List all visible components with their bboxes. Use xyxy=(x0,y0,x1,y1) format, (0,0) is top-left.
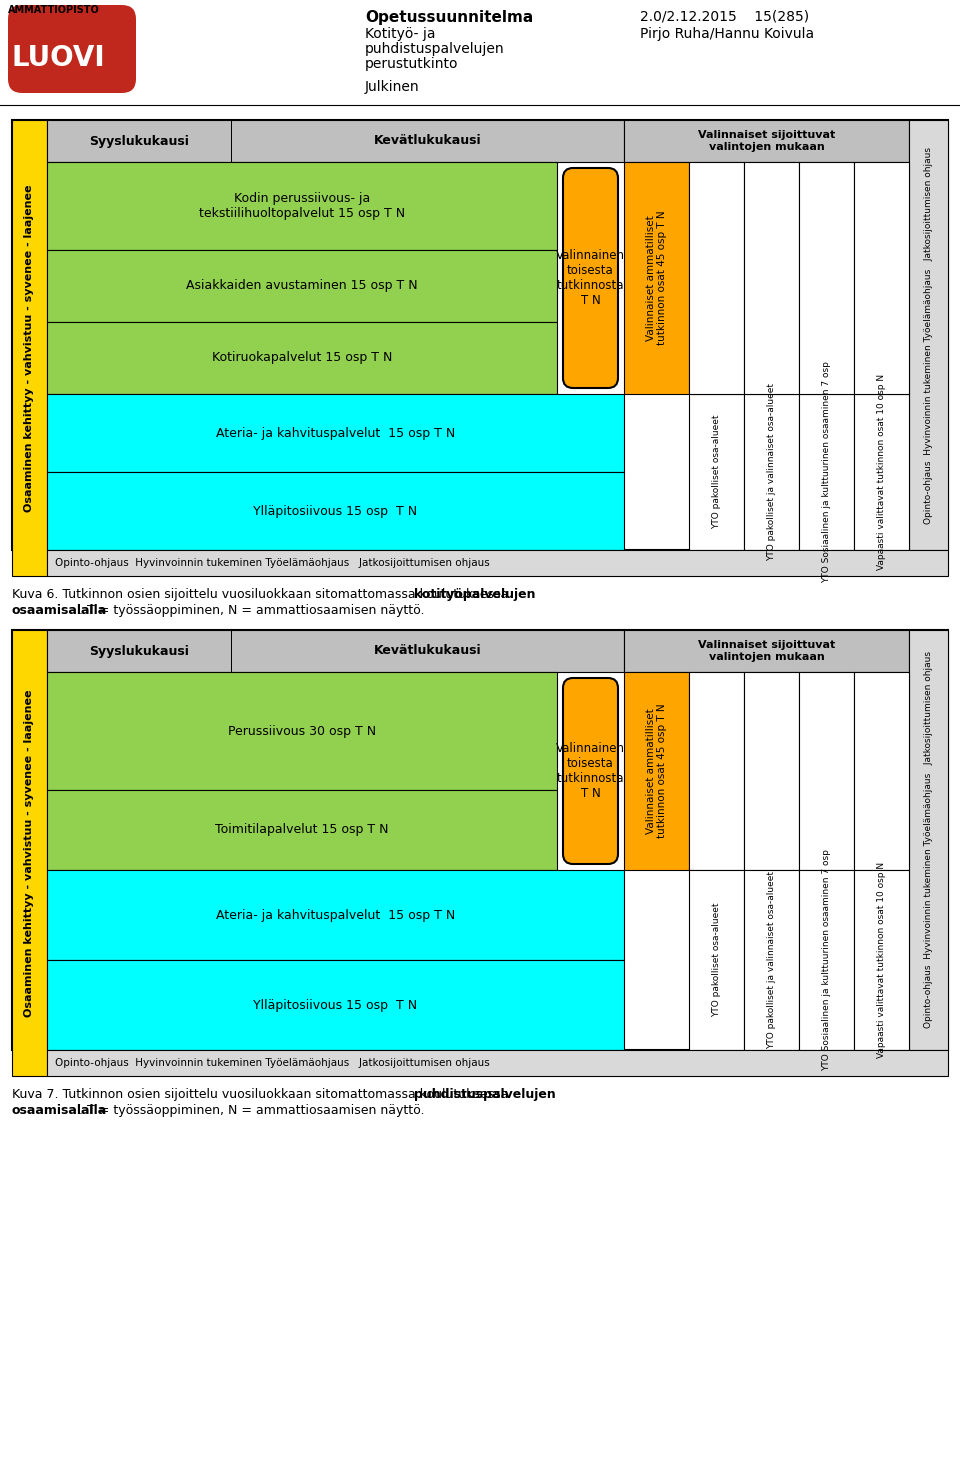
Bar xyxy=(909,630,948,1050)
Text: perustutkinto: perustutkinto xyxy=(365,58,459,71)
Bar xyxy=(12,630,47,1077)
Text: kotityöpalvelujen: kotityöpalvelujen xyxy=(414,589,536,600)
Bar xyxy=(799,393,854,550)
Bar xyxy=(47,550,948,575)
Text: Pirjo Ruha/Hannu Koivula: Pirjo Ruha/Hannu Koivula xyxy=(640,27,814,41)
Bar xyxy=(854,870,909,1050)
Text: Perussiivous 30 osp T N: Perussiivous 30 osp T N xyxy=(228,725,376,738)
Text: Kotityö- ja: Kotityö- ja xyxy=(365,27,436,41)
Text: . T = työssäoppiminen, N = ammattiosaamisen näyttö.: . T = työssäoppiminen, N = ammattiosaami… xyxy=(79,1103,424,1117)
Bar xyxy=(799,163,854,393)
Bar xyxy=(47,163,557,250)
Text: Kotiruokapalvelut 15 osp T N: Kotiruokapalvelut 15 osp T N xyxy=(212,352,393,364)
Bar xyxy=(47,322,557,393)
Text: YTO pakolliset osa-alueet: YTO pakolliset osa-alueet xyxy=(712,902,721,1018)
Bar xyxy=(744,393,799,550)
Bar xyxy=(854,671,909,870)
Bar xyxy=(689,671,744,870)
Bar xyxy=(799,671,854,870)
Text: Valinnainen
toisesta
tutkinnosta
T N: Valinnainen toisesta tutkinnosta T N xyxy=(556,248,625,308)
Text: Valinnaiset ammatilliset
tutkinnon osat 45 osp T N: Valinnaiset ammatilliset tutkinnon osat … xyxy=(646,704,667,839)
Text: Valinnaiset sijoittuvat
valintojen mukaan: Valinnaiset sijoittuvat valintojen mukaa… xyxy=(698,640,835,661)
Text: Valinnainen
toisesta
tutkinnosta
T N: Valinnainen toisesta tutkinnosta T N xyxy=(556,742,625,800)
Text: YTO Sosiaalinen ja kulttuurinen osaaminen 7 osp: YTO Sosiaalinen ja kulttuurinen osaamine… xyxy=(822,849,831,1071)
Bar xyxy=(854,163,909,393)
Bar xyxy=(12,630,948,1050)
Text: Asiakkaiden avustaminen 15 osp T N: Asiakkaiden avustaminen 15 osp T N xyxy=(186,280,418,293)
Text: YTO pakolliset ja valinnaiset osa-alueet: YTO pakolliset ja valinnaiset osa-alueet xyxy=(767,383,776,561)
Bar xyxy=(689,393,744,550)
Bar xyxy=(624,671,689,870)
Text: 2.0/2.12.2015    15(285): 2.0/2.12.2015 15(285) xyxy=(640,10,809,24)
Bar xyxy=(624,120,909,163)
FancyBboxPatch shape xyxy=(563,169,618,387)
Bar xyxy=(12,120,47,575)
Bar xyxy=(744,671,799,870)
Text: Ylläpitosiivous 15 osp  T N: Ylläpitosiivous 15 osp T N xyxy=(253,998,418,1012)
Bar xyxy=(47,250,557,322)
Text: Valinnaiset ammatilliset
tutkinnon osat 45 osp T N: Valinnaiset ammatilliset tutkinnon osat … xyxy=(646,210,667,345)
Text: Syyslukukausi: Syyslukukausi xyxy=(89,135,189,148)
Text: LUOVI: LUOVI xyxy=(12,44,105,72)
Text: osaamisalalla: osaamisalalla xyxy=(12,1103,108,1117)
Text: AMMATTIOPISTO: AMMATTIOPISTO xyxy=(8,4,100,15)
Bar xyxy=(47,393,624,472)
Bar xyxy=(47,790,557,870)
Text: Osaaminen kehittyy - vahvistuu - syvenee - laajenee: Osaaminen kehittyy - vahvistuu - syvenee… xyxy=(25,185,35,512)
Text: Ylläpitosiivous 15 osp  T N: Ylläpitosiivous 15 osp T N xyxy=(253,504,418,518)
Bar xyxy=(744,163,799,393)
Text: Osaaminen kehittyy - vahvistuu - syvenee - laajenee: Osaaminen kehittyy - vahvistuu - syvenee… xyxy=(25,689,35,1016)
Bar xyxy=(231,630,232,671)
Text: Kuva 7. Tutkinnon osien sijoittelu vuosiluokkaan sitomattomassa koulutuksessa: Kuva 7. Tutkinnon osien sijoittelu vuosi… xyxy=(12,1089,513,1100)
Text: . T = työssäoppiminen, N = ammattiosaamisen näyttö.: . T = työssäoppiminen, N = ammattiosaami… xyxy=(79,603,424,617)
Text: Vapaasti valittavat tutkinnon osat 10 osp N: Vapaasti valittavat tutkinnon osat 10 os… xyxy=(877,374,886,569)
Bar xyxy=(231,120,232,163)
Bar xyxy=(12,120,948,550)
Bar xyxy=(47,630,624,671)
Text: Ateria- ja kahvituspalvelut  15 osp T N: Ateria- ja kahvituspalvelut 15 osp T N xyxy=(216,908,455,921)
Text: YTO pakolliset osa-alueet: YTO pakolliset osa-alueet xyxy=(712,414,721,529)
Bar xyxy=(854,393,909,550)
FancyBboxPatch shape xyxy=(8,4,136,93)
Bar xyxy=(47,1050,948,1077)
Text: Julkinen: Julkinen xyxy=(365,80,420,95)
Bar xyxy=(799,870,854,1050)
Text: Kevätlukukausi: Kevätlukukausi xyxy=(373,135,481,148)
Bar xyxy=(47,472,624,550)
Text: Vapaasti valittavat tutkinnon osat 10 osp N: Vapaasti valittavat tutkinnon osat 10 os… xyxy=(877,862,886,1057)
Text: Opinto-ohjaus  Hyvinvoinnin tukeminen Työelämäohjaus   Jatkosijoittumisen ohjaus: Opinto-ohjaus Hyvinvoinnin tukeminen Työ… xyxy=(55,558,490,568)
Text: Kevätlukukausi: Kevätlukukausi xyxy=(373,645,481,658)
Bar xyxy=(689,163,744,393)
Text: Opinto-ohjaus  Hyvinvoinnin tukeminen Työelämäohjaus   Jatkosijoittumisen ohjaus: Opinto-ohjaus Hyvinvoinnin tukeminen Työ… xyxy=(924,146,933,524)
Bar xyxy=(47,120,624,163)
Text: Syyslukukausi: Syyslukukausi xyxy=(89,645,189,658)
Bar xyxy=(47,960,624,1050)
Text: Opetussuunnitelma: Opetussuunnitelma xyxy=(365,10,533,25)
Bar xyxy=(909,120,948,550)
Text: Ateria- ja kahvituspalvelut  15 osp T N: Ateria- ja kahvituspalvelut 15 osp T N xyxy=(216,426,455,439)
Text: osaamisalalla: osaamisalalla xyxy=(12,603,108,617)
FancyBboxPatch shape xyxy=(563,677,618,864)
Bar xyxy=(689,870,744,1050)
Text: Opinto-ohjaus  Hyvinvoinnin tukeminen Työelämäohjaus   Jatkosijoittumisen ohjaus: Opinto-ohjaus Hyvinvoinnin tukeminen Työ… xyxy=(55,1057,490,1068)
Text: YTO Sosiaalinen ja kulttuurinen osaaminen 7 osp: YTO Sosiaalinen ja kulttuurinen osaamine… xyxy=(822,361,831,583)
Bar xyxy=(624,163,689,393)
Text: Toimitilapalvelut 15 osp T N: Toimitilapalvelut 15 osp T N xyxy=(215,824,389,837)
Bar xyxy=(744,870,799,1050)
Text: Kodin perussiivous- ja
tekstiilihuoltopalvelut 15 osp T N: Kodin perussiivous- ja tekstiilihuoltopa… xyxy=(199,192,405,220)
Text: YTO pakolliset ja valinnaiset osa-alueet: YTO pakolliset ja valinnaiset osa-alueet xyxy=(767,871,776,1049)
Bar xyxy=(47,671,557,790)
Text: puhdistuspalvelujen: puhdistuspalvelujen xyxy=(365,41,505,56)
Text: Kuva 6. Tutkinnon osien sijoittelu vuosiluokkaan sitomattomassa koulutuksessa: Kuva 6. Tutkinnon osien sijoittelu vuosi… xyxy=(12,589,513,600)
Text: Valinnaiset sijoittuvat
valintojen mukaan: Valinnaiset sijoittuvat valintojen mukaa… xyxy=(698,130,835,152)
Bar xyxy=(47,870,624,960)
Text: puhdistuspalvelujen: puhdistuspalvelujen xyxy=(414,1089,556,1100)
Text: Opinto-ohjaus  Hyvinvoinnin tukeminen Työelämäohjaus   Jatkosijoittumisen ohjaus: Opinto-ohjaus Hyvinvoinnin tukeminen Työ… xyxy=(924,652,933,1028)
Bar xyxy=(624,630,909,671)
